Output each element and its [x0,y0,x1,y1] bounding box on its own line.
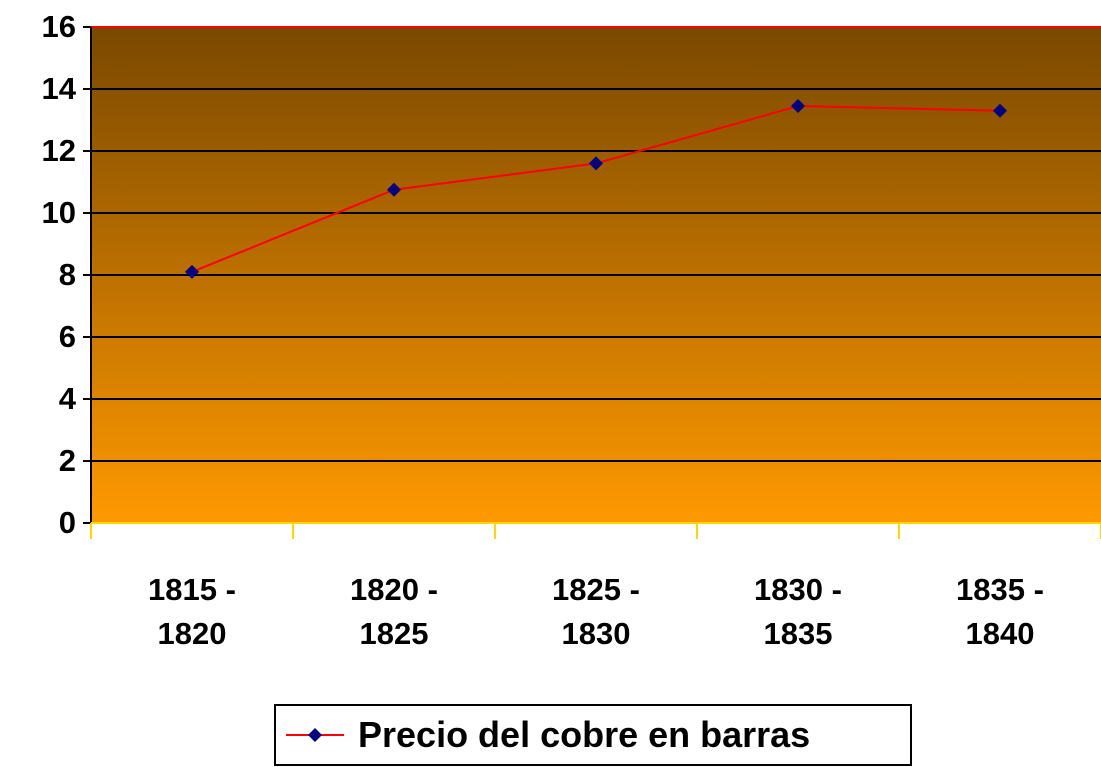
legend-symbol [286,728,344,742]
y-tick-label: 6 [59,319,76,354]
y-tick-label: 16 [42,9,76,44]
x-tick-label: 1830 - 1835 [754,572,842,651]
x-tick-label: 1835 - 1840 [956,572,1044,651]
data-point [387,182,401,197]
y-tick-label: 12 [42,133,76,168]
x-tick-label: 1825 - 1830 [552,572,640,651]
y-tick-label: 0 [59,505,76,540]
legend-label: Precio del cobre en barras [358,714,811,755]
data-point [993,103,1007,118]
y-tick-label: 10 [42,195,76,230]
y-tick-label: 4 [59,381,77,416]
x-tick-label: 1815 - 1820 [148,572,236,651]
data-point [791,99,805,114]
data-point [185,264,199,279]
legend: Precio del cobre en barras [274,704,912,766]
data-point [589,156,603,171]
y-tick-label: 2 [59,443,76,478]
y-tick-label: 8 [59,257,76,292]
legend-marker [308,728,322,742]
x-tick-label: 1820 - 1825 [350,572,438,651]
y-tick-label: 14 [42,71,77,106]
